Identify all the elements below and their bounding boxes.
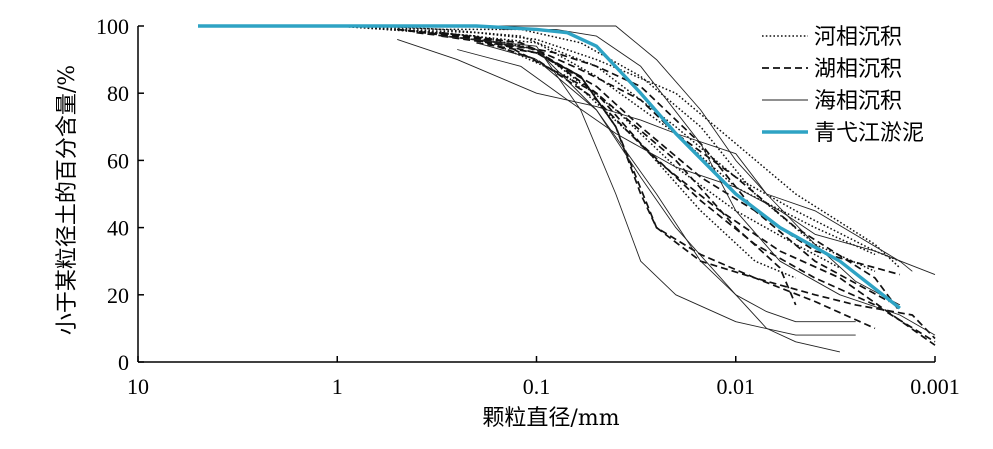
x-tick-label: 0.001 [910, 374, 960, 399]
lacustrine-curve-12 [441, 35, 936, 343]
fluvial-curve-3 [381, 25, 876, 272]
fluvial-curve-4 [337, 25, 841, 269]
y-axis-title: 小于某粒径土的百分含量/% [55, 65, 80, 335]
marine-curve-18 [397, 25, 913, 272]
legend-label: 青弋江淤泥 [814, 121, 924, 146]
lacustrine-curve-9 [441, 31, 890, 303]
marine-curve-20 [457, 49, 936, 276]
marine-curve-17 [476, 38, 856, 323]
y-tick-label: 0 [118, 350, 129, 375]
legend-label: 海相沉积 [814, 89, 902, 114]
marine-curve-15 [441, 35, 856, 336]
x-tick-label: 10 [127, 374, 149, 399]
y-tick-label: 80 [107, 81, 129, 106]
qingyijiang-mud-curve-22 [198, 24, 901, 310]
fluvial-curve-6 [337, 25, 876, 256]
lacustrine-curve-14 [476, 38, 936, 346]
lacustrine-curve-10 [397, 28, 876, 330]
x-axis-title: 颗粒直径/mm [482, 406, 619, 431]
grading-curves [198, 24, 936, 353]
y-tick-label: 60 [107, 148, 129, 173]
legend-label: 湖相沉积 [814, 57, 902, 82]
fluvial-curve-2 [337, 25, 901, 262]
y-tick-label: 20 [107, 283, 129, 308]
x-tick-label: 1 [332, 374, 343, 399]
y-tick-label: 100 [96, 14, 129, 39]
fluvial-curve-1 [337, 25, 901, 269]
x-tick-label: 0.1 [523, 374, 551, 399]
lacustrine-curve-11 [476, 41, 936, 340]
legend-label: 河相沉积 [814, 25, 902, 50]
x-tick-label: 0.01 [717, 374, 756, 399]
marine-curve-16 [476, 42, 841, 353]
y-tick-label: 40 [107, 216, 129, 241]
axes: 10 1 0.1 0.01 0.001 0 20 40 60 80 100 [96, 14, 960, 399]
lacustrine-curve-13 [416, 31, 797, 306]
